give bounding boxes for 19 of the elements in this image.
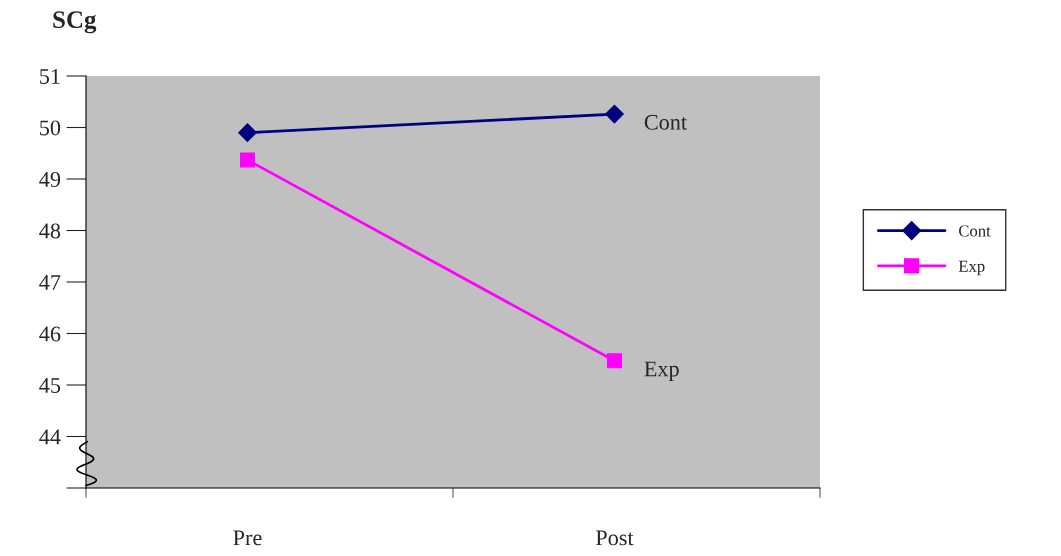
x-tick-label: Post xyxy=(595,530,634,546)
text: Cont xyxy=(644,114,687,130)
y-tick-label: 51 xyxy=(40,69,60,84)
chart-title: SCg xyxy=(53,11,97,34)
text: Exp xyxy=(644,361,679,381)
point xyxy=(238,123,257,143)
y-tick-label: 49 xyxy=(39,171,61,187)
point xyxy=(240,152,255,168)
y-tick-label: 50 xyxy=(40,120,61,136)
y-tick-label: 46 xyxy=(39,326,61,342)
y-tick-label: 48 xyxy=(39,223,61,239)
point xyxy=(605,104,624,124)
point xyxy=(607,353,622,369)
legend-label: Cont xyxy=(959,225,991,237)
y-tick-label: 44 xyxy=(39,429,61,445)
y-tick-label: 47 xyxy=(39,275,61,290)
y-tick-label: 45 xyxy=(39,378,61,393)
legend-label: Exp xyxy=(958,260,985,276)
x-tick-label: Pre xyxy=(233,530,262,546)
